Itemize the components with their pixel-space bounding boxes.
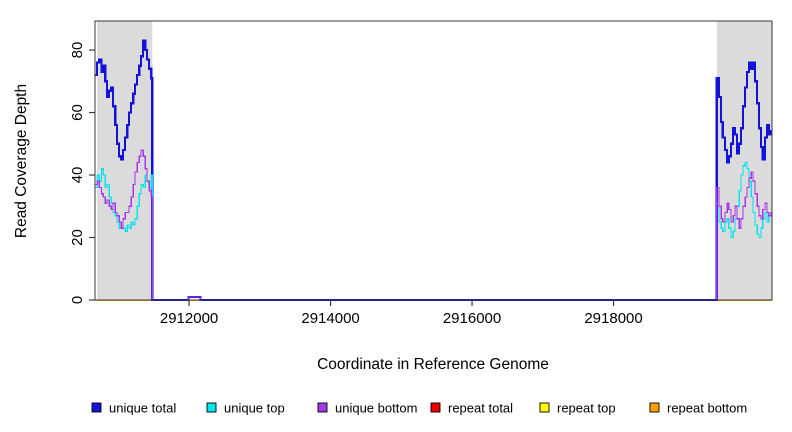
legend-swatch-repeat-total — [430, 402, 441, 413]
legend-swatch-unique-top — [206, 402, 217, 413]
y-tick-label: 0 — [69, 296, 86, 304]
x-tick-label: 2914000 — [301, 310, 359, 327]
axes: 2912000 2914000 2916000 2918000 0 20 40 60 80 — [69, 20, 773, 327]
x-tick-label: 2912000 — [160, 310, 218, 327]
legend: unique total unique top unique bottom repea… — [91, 401, 747, 416]
legend-label-repeat-bottom: repeat bottom — [667, 401, 747, 416]
legend-label-unique-bottom: unique bottom — [335, 401, 417, 416]
shaded-region — [97, 21, 153, 300]
legend-swatch-unique-total — [91, 402, 102, 413]
legend-label-unique-total: unique total — [109, 401, 176, 416]
x-tick-label: 2916000 — [443, 310, 501, 327]
x-tick-label: 2918000 — [584, 310, 642, 327]
legend-label-repeat-total: repeat total — [448, 401, 513, 416]
legend-swatch-repeat-top — [539, 402, 550, 413]
series-unique-total — [95, 39, 772, 302]
y-tick-label: 60 — [69, 104, 86, 121]
y-axis-title: Read Coverage Depth — [13, 84, 30, 238]
shaded-regions — [97, 21, 772, 300]
legend-label-unique-top: unique top — [224, 401, 285, 416]
series-unique-top — [95, 161, 772, 301]
series-unique-bottom — [95, 149, 772, 301]
x-axis-title: Coordinate in Reference Genome — [317, 356, 549, 373]
plot-border — [94, 20, 773, 301]
y-tick-label: 80 — [69, 42, 86, 59]
y-tick-label: 20 — [69, 229, 86, 246]
data-series — [95, 39, 772, 302]
y-tick-label: 40 — [69, 167, 86, 184]
legend-swatch-unique-bottom — [317, 402, 328, 413]
legend-swatch-repeat-bottom — [649, 402, 660, 413]
legend-label-repeat-top: repeat top — [557, 401, 616, 416]
